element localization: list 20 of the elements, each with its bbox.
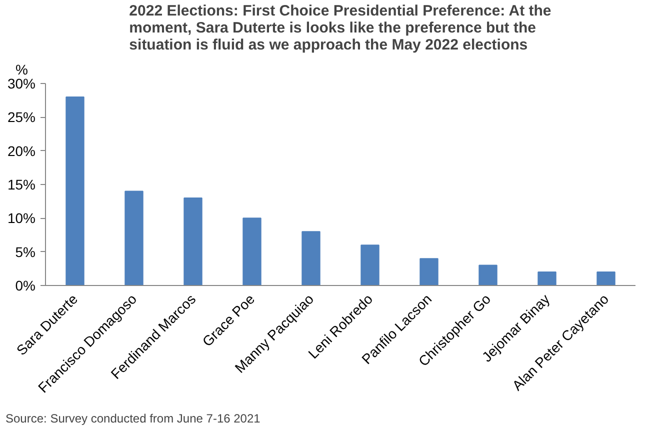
bar [596,272,616,286]
bar [420,258,438,286]
y-tick-label: 15% [7,176,36,192]
bar [302,231,320,286]
bar [66,96,84,286]
chart-title: 2022 Elections: First Choice Presidential Preference: At the moment, Sara Duterte is looks like the preference but the situation is fluid as we approach the May 2022 elections [129,2,552,54]
y-tick-label: 10% [7,210,36,226]
y-tick-label: 30% [7,76,36,92]
y-axis-title: % [16,62,28,78]
bar [124,190,144,286]
y-tick-label: 20% [7,142,36,159]
y-tick-label: 25% [7,109,36,126]
bar [538,272,556,286]
bar [184,197,202,286]
y-tick-label: 0% [15,278,36,294]
y-tick-label: 5% [15,244,36,260]
bar [360,244,380,286]
bar [478,264,498,286]
source-note: Source: Survey conducted from June 7-16 2021 [6,412,261,426]
bar [242,218,262,286]
